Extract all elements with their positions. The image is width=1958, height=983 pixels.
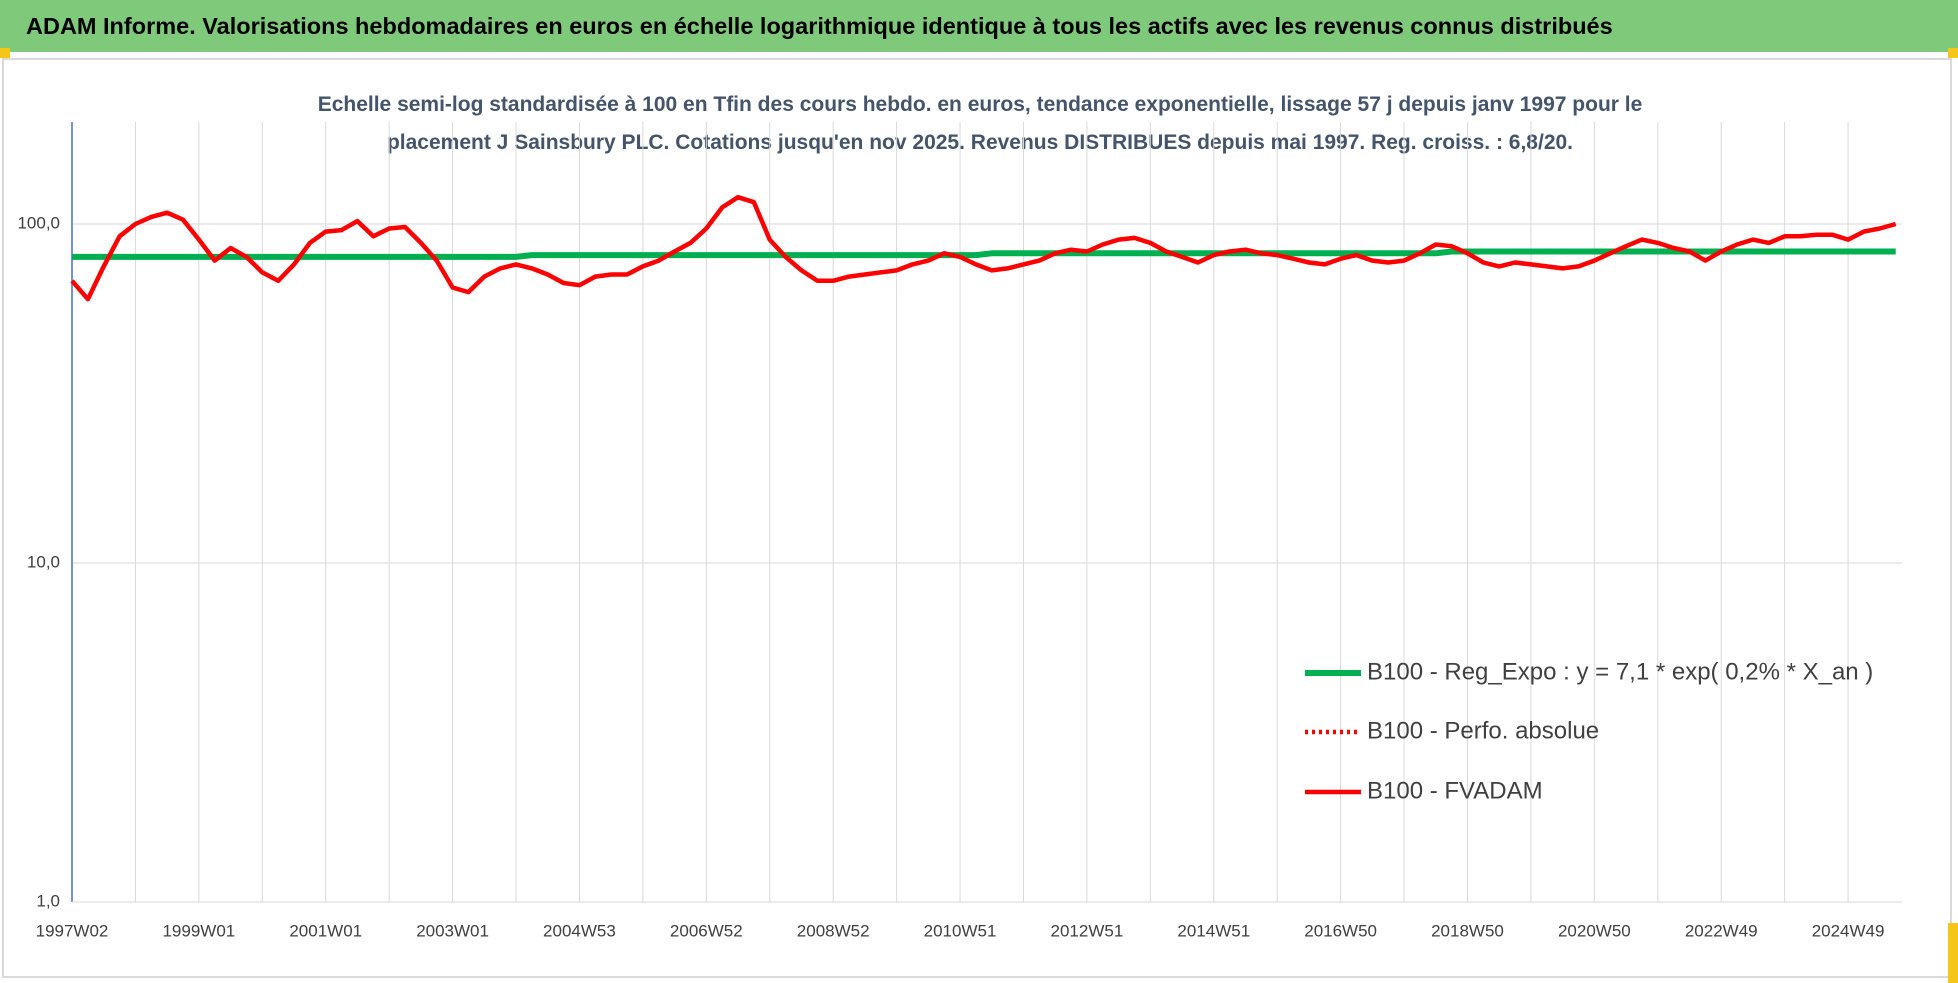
y-tick-label: 100,0 (17, 214, 60, 233)
x-tick-label: 2001W01 (289, 921, 362, 940)
chart-frame (2, 58, 1952, 978)
x-tick-label: 2006W52 (670, 921, 743, 940)
page-header: ADAM Informe. Valorisations hebdomadaire… (0, 0, 1958, 52)
x-tick-label: 2008W52 (797, 921, 870, 940)
legend-label: B100 - Perfo. absolue (1367, 717, 1599, 744)
x-tick-label: 1999W01 (162, 921, 235, 940)
series-line (70, 194, 1897, 302)
x-tick-label: 2024W49 (1812, 921, 1885, 940)
x-tick-label: 2010W51 (924, 921, 997, 940)
series-line (72, 248, 1896, 260)
y-tick-label: 10,0 (27, 553, 60, 572)
legend-label: B100 - FVADAM (1367, 777, 1543, 804)
x-tick-label: 2020W50 (1558, 921, 1631, 940)
corner (1948, 48, 1958, 58)
x-tick-label: 1997W02 (36, 921, 109, 940)
legend-label: B100 - Reg_Expo : y = 7,1 * exp( 0,2% * … (1367, 658, 1873, 685)
corner (0, 48, 10, 58)
chart-title: Echelle semi-log standardisée à 100 en T… (317, 93, 1643, 154)
x-tick-label: 2003W01 (416, 921, 489, 940)
x-tick-label: 2004W53 (543, 921, 616, 940)
x-tick-label: 2012W51 (1051, 921, 1124, 940)
corner (1948, 923, 1958, 983)
x-tick-label: 2018W50 (1431, 921, 1504, 940)
x-tick-label: 2022W49 (1685, 921, 1758, 940)
y-tick-label: 1,0 (36, 891, 60, 910)
x-tick-label: 2016W50 (1304, 921, 1377, 940)
x-tick-label: 2014W51 (1177, 921, 1250, 940)
